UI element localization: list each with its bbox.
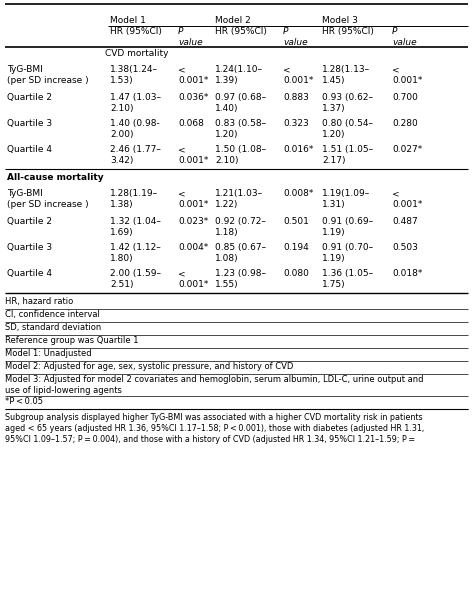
Text: 1.47 (1.03–
2.10): 1.47 (1.03– 2.10)	[110, 93, 161, 113]
Text: HR (95%CI): HR (95%CI)	[215, 27, 267, 36]
Text: 1.28(1.19–
1.38): 1.28(1.19– 1.38)	[110, 189, 158, 209]
Text: *P < 0.05: *P < 0.05	[5, 397, 43, 406]
Text: 1.50 (1.08–
2.10): 1.50 (1.08– 2.10)	[215, 145, 266, 165]
Text: 0.068: 0.068	[178, 119, 204, 128]
Text: 0.016*: 0.016*	[283, 145, 313, 154]
Text: Quartile 2: Quartile 2	[7, 93, 52, 102]
Text: 1.38(1.24–
1.53): 1.38(1.24– 1.53)	[110, 65, 158, 85]
Text: 2.46 (1.77–
3.42): 2.46 (1.77– 3.42)	[110, 145, 161, 165]
Text: 1.32 (1.04–
1.69): 1.32 (1.04– 1.69)	[110, 217, 161, 237]
Text: <
0.001*: < 0.001*	[178, 269, 209, 289]
Text: 0.487: 0.487	[392, 217, 418, 226]
Text: 0.280: 0.280	[392, 119, 418, 128]
Text: 0.80 (0.54–
1.20): 0.80 (0.54– 1.20)	[322, 119, 373, 139]
Text: 1.28(1.13–
1.45): 1.28(1.13– 1.45)	[322, 65, 370, 85]
Text: 0.700: 0.700	[392, 93, 418, 102]
Text: CVD mortality: CVD mortality	[105, 49, 168, 58]
Text: 0.036*: 0.036*	[178, 93, 209, 102]
Text: TyG-BMI
(per SD increase ): TyG-BMI (per SD increase )	[7, 65, 89, 85]
Text: 1.24(1.10–
1.39): 1.24(1.10– 1.39)	[215, 65, 263, 85]
Text: <
0.001*: < 0.001*	[392, 189, 422, 209]
Text: Subgroup analysis displayed higher TyG-BMI was associated with a higher CVD mort: Subgroup analysis displayed higher TyG-B…	[5, 413, 424, 444]
Text: 0.027*: 0.027*	[392, 145, 422, 154]
Text: 1.40 (0.98-
2.00): 1.40 (0.98- 2.00)	[110, 119, 160, 139]
Text: HR (95%CI): HR (95%CI)	[322, 27, 374, 36]
Text: 1.42 (1.12–
1.80): 1.42 (1.12– 1.80)	[110, 243, 161, 263]
Text: Quartile 4: Quartile 4	[7, 269, 52, 278]
Text: CI, confidence interval: CI, confidence interval	[5, 310, 100, 319]
Text: 0.97 (0.68–
1.40): 0.97 (0.68– 1.40)	[215, 93, 266, 113]
Text: <
0.001*: < 0.001*	[392, 65, 422, 85]
Text: 0.92 (0.72–
1.18): 0.92 (0.72– 1.18)	[215, 217, 266, 237]
Text: 1.51 (1.05–
2.17): 1.51 (1.05– 2.17)	[322, 145, 373, 165]
Text: HR, hazard ratio: HR, hazard ratio	[5, 297, 73, 306]
Text: Model 3: Adjusted for model 2 covariates and hemoglobin, serum albumin, LDL-C, u: Model 3: Adjusted for model 2 covariates…	[5, 375, 423, 395]
Text: 0.194: 0.194	[283, 243, 309, 252]
Text: SD, standard deviation: SD, standard deviation	[5, 323, 101, 332]
Text: Quartile 3: Quartile 3	[7, 119, 52, 128]
Text: 1.19(1.09–
1.31): 1.19(1.09– 1.31)	[322, 189, 370, 209]
Text: <
0.001*: < 0.001*	[178, 145, 209, 165]
Text: 0.323: 0.323	[283, 119, 309, 128]
Text: 0.83 (0.58–
1.20): 0.83 (0.58– 1.20)	[215, 119, 266, 139]
Text: All-cause mortality: All-cause mortality	[7, 173, 104, 182]
Text: TyG-BMI
(per SD increase ): TyG-BMI (per SD increase )	[7, 189, 89, 209]
Text: 1.36 (1.05–
1.75): 1.36 (1.05– 1.75)	[322, 269, 373, 289]
Text: <
0.001*: < 0.001*	[283, 65, 313, 85]
Text: 1.23 (0.98–
1.55): 1.23 (0.98– 1.55)	[215, 269, 266, 289]
Text: HR (95%CI): HR (95%CI)	[110, 27, 162, 36]
Text: 0.018*: 0.018*	[392, 269, 422, 278]
Text: 0.004*: 0.004*	[178, 243, 208, 252]
Text: P
value: P value	[283, 27, 308, 47]
Text: 0.080: 0.080	[283, 269, 309, 278]
Text: 0.85 (0.67–
1.08): 0.85 (0.67– 1.08)	[215, 243, 266, 263]
Text: 2.00 (1.59–
2.51): 2.00 (1.59– 2.51)	[110, 269, 161, 289]
Text: 0.008*: 0.008*	[283, 189, 313, 198]
Text: Model 1: Unadjusted: Model 1: Unadjusted	[5, 349, 91, 358]
Text: <
0.001*: < 0.001*	[178, 65, 209, 85]
Text: Model 2: Model 2	[215, 16, 251, 25]
Text: 0.93 (0.62–
1.37): 0.93 (0.62– 1.37)	[322, 93, 373, 113]
Text: P
value: P value	[178, 27, 202, 47]
Text: Model 2: Adjusted for age, sex, systolic pressure, and history of CVD: Model 2: Adjusted for age, sex, systolic…	[5, 362, 293, 371]
Text: Quartile 2: Quartile 2	[7, 217, 52, 226]
Text: 1.21(1.03–
1.22): 1.21(1.03– 1.22)	[215, 189, 263, 209]
Text: Quartile 3: Quartile 3	[7, 243, 52, 252]
Text: 0.503: 0.503	[392, 243, 418, 252]
Text: Model 3: Model 3	[322, 16, 358, 25]
Text: <
0.001*: < 0.001*	[178, 189, 209, 209]
Text: 0.023*: 0.023*	[178, 217, 208, 226]
Text: Model 1: Model 1	[110, 16, 146, 25]
Text: P
value: P value	[392, 27, 417, 47]
Text: Reference group was Quartile 1: Reference group was Quartile 1	[5, 336, 138, 345]
Text: 0.501: 0.501	[283, 217, 309, 226]
Text: 0.91 (0.70–
1.19): 0.91 (0.70– 1.19)	[322, 243, 373, 263]
Text: Quartile 4: Quartile 4	[7, 145, 52, 154]
Text: 0.91 (0.69–
1.19): 0.91 (0.69– 1.19)	[322, 217, 373, 237]
Text: 0.883: 0.883	[283, 93, 309, 102]
